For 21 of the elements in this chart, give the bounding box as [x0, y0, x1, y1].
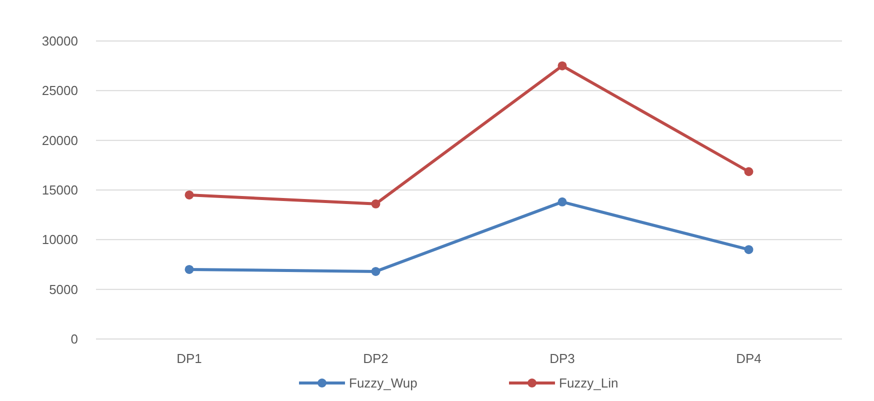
- y-tick-label: 20000: [42, 132, 78, 148]
- y-tick-label: 0: [70, 332, 78, 347]
- y-tick-label: 15000: [42, 182, 78, 198]
- x-tick-label: DP4: [736, 351, 762, 366]
- legend-label: Fuzzy_Lin: [559, 376, 618, 391]
- y-tick-label: 25000: [42, 83, 78, 98]
- point: [371, 266, 380, 276]
- point: [184, 264, 194, 274]
- y-tick-label: 30000: [42, 34, 78, 49]
- x-tick-label: DP3: [550, 351, 575, 366]
- x-tick-label: DP1: [176, 351, 202, 366]
- point: [184, 190, 194, 200]
- point: [558, 197, 567, 206]
- legend-label: Fuzzy_Wup: [349, 376, 418, 391]
- y-tick-label: 5000: [49, 282, 78, 297]
- point: [744, 167, 754, 176]
- x-tick-label: DP2: [363, 351, 388, 366]
- point: [371, 199, 380, 208]
- y-tick-label: 10000: [42, 232, 78, 248]
- point: [558, 61, 567, 70]
- point: [744, 245, 754, 254]
